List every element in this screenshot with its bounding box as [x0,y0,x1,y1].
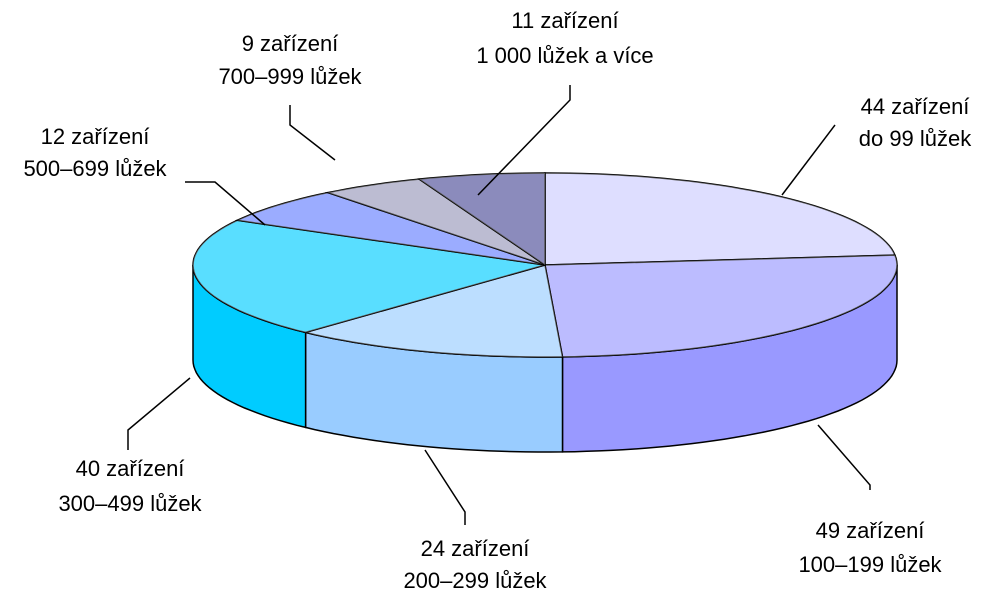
pie-slice-shine [545,173,895,265]
category-label: 300–499 lůžek [58,491,202,516]
category-label: 700–999 lůžek [218,64,362,89]
pie-slice-shine [305,265,563,357]
data-label: 40 zařízení [76,456,185,481]
leader-line [477,85,571,196]
data-label: 9 zařízení [242,31,339,56]
leader-line [127,377,191,450]
category-label: do 99 lůžek [859,126,973,151]
data-label: 11 zařízení [511,8,618,33]
leader-line [424,449,466,525]
pie-slice-shine [193,220,545,333]
data-label: 49 zařízení [816,518,925,543]
data-label: 12 zařízení [41,124,150,149]
pie-slice [416,172,546,267]
category-label: 200–299 lůžek [403,568,547,593]
data-label: 44 zařízení [861,94,970,119]
leader-line [289,105,336,161]
pie-slice [302,264,564,358]
pie-slice-shine [545,255,897,357]
pie-slice-shine [419,173,545,265]
pie-slice-shine [327,179,545,265]
pie-slice [544,172,897,266]
pie-slice [544,254,898,358]
category-label: 1 000 lůžek a více [476,43,653,68]
category-label: 100–199 lůžek [798,552,942,577]
pie-slice [324,178,546,266]
pie-slice-shine [237,192,546,265]
pie-slice [234,191,546,266]
data-label: 24 zařízení [421,536,530,561]
leader-line [781,124,836,196]
pie-slice [192,219,546,334]
category-label: 500–699 lůžek [23,156,167,181]
leader-line [185,181,266,226]
leader-line [817,424,871,490]
